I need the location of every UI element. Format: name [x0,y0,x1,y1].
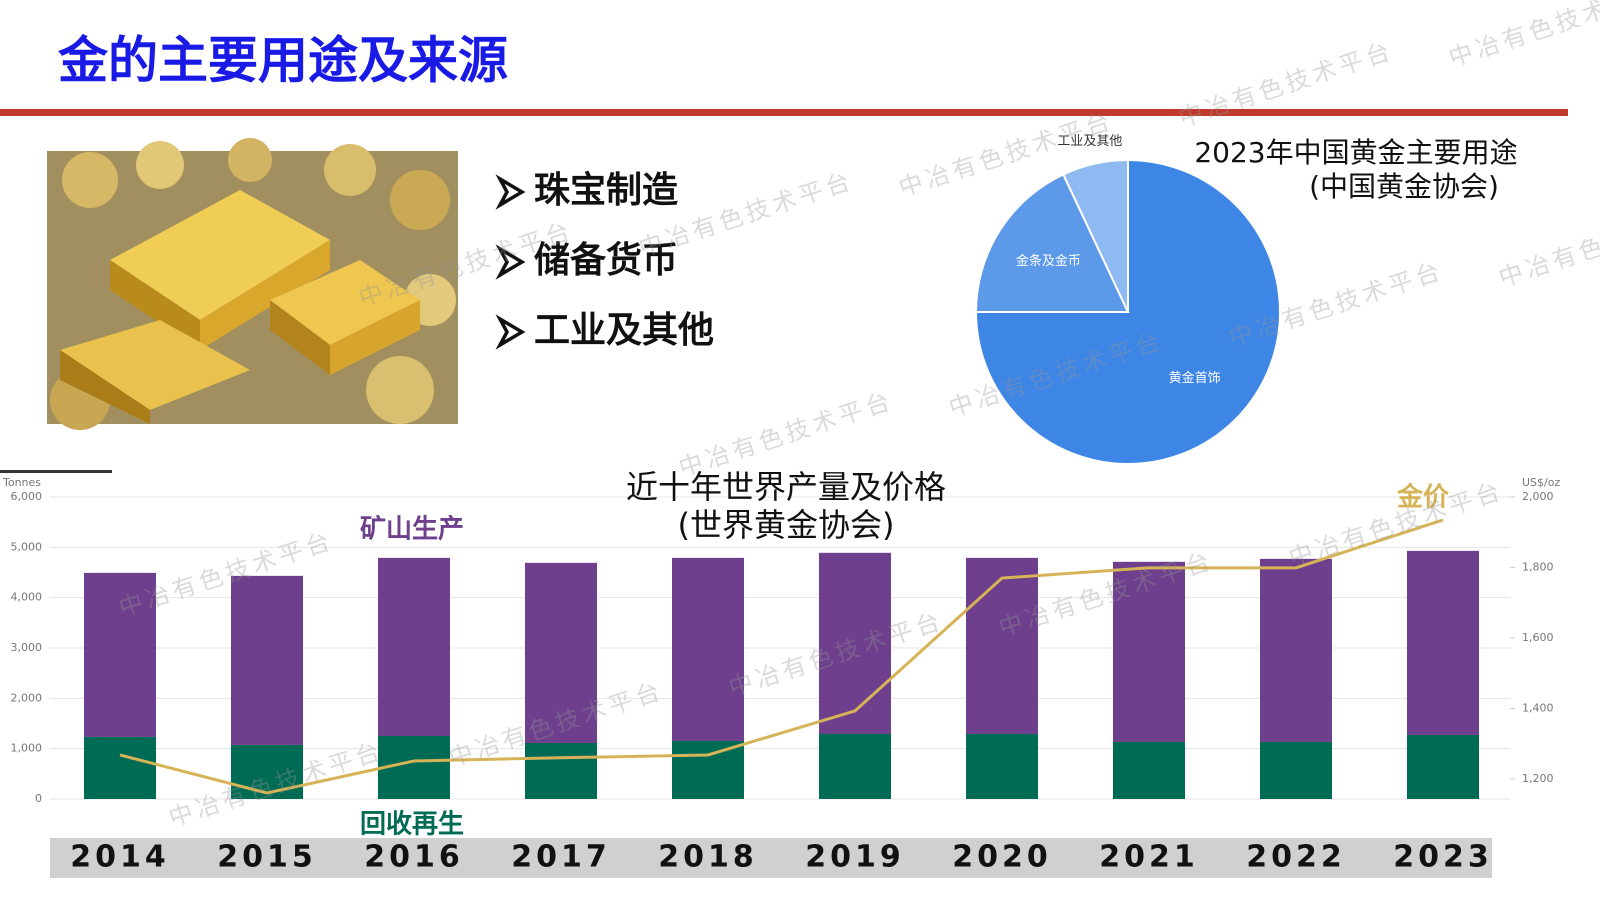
y-tick-label: 4,000 [11,591,43,604]
chart-subtitle: (世界黄金协会) [678,506,895,544]
y-tick-label: 1,000 [11,742,43,755]
watermark: 中冶有色技术平台 [1175,37,1397,133]
pie-slice [974,158,1281,465]
x-tick-label: 2020 [952,840,1052,875]
y2-tick-label: 1,400 [1522,701,1554,714]
year-band [50,838,1492,878]
bar-segment [1113,741,1185,799]
y2-tick-label: 1,200 [1522,772,1554,785]
bullet-text: 珠宝制造 [534,170,678,211]
x-tick-label: 2018 [658,840,758,875]
pie-slice [974,173,1130,313]
bar-segment [231,744,303,799]
series-label: 金价 [1396,482,1450,513]
bar-segment [1407,734,1479,799]
x-tick-label: 2019 [805,840,905,875]
bar-segment [231,575,303,745]
y-tick-label: 6,000 [11,490,43,503]
chart-title: 近十年世界产量及价格 [626,468,946,506]
x-tick-label: 2023 [1393,840,1493,875]
bar-segment [525,742,597,799]
photo [47,138,458,430]
pie-label: 黄金首饰 [1169,370,1221,386]
y2-tick-label: 1,800 [1522,560,1554,573]
x-tick-label: 2016 [364,840,464,875]
bar-segment [966,557,1038,734]
bar-segment [378,557,450,736]
bullet-text: 储备货币 [534,240,678,281]
watermark: 中冶有色技术平台 [1495,197,1600,293]
x-tick-label: 2014 [70,840,170,875]
bar-segment [672,557,744,741]
bullet-arrow [495,244,526,280]
combo-chart: 0 1,000 2,000 3,000 4,000 5,000 6,000 1,200 1,40… [0,468,1560,878]
y-tick-label: 2,000 [11,691,43,704]
pie-slice [1061,158,1129,313]
bar-segment [1260,741,1332,799]
pie-label: 工业及其他 [1057,134,1122,149]
x-tick-label: 2017 [511,840,611,875]
pie-chart: 黄金首饰 金条及金币 工业及其他 2023年中国黄金主要用途(中国黄金协会) [974,134,1518,465]
bar-segment [966,733,1038,799]
slide-title: 金的主要用途及来源 [58,32,508,90]
y2-axis-unit: US$/oz [1522,476,1560,489]
pie-subtitle: (中国黄金协会) [1309,170,1499,203]
price-line [119,518,1444,795]
bullet-text: 工业及其他 [534,310,714,351]
bar-segment [1113,561,1185,742]
series-label: 矿山生产 [360,514,464,545]
bullet-arrow [495,314,526,350]
watermark: 中冶有色技术平台 [1445,0,1600,72]
y-axis-unit: Tonnes [2,476,41,489]
bar-segment [84,572,156,737]
pie-label: 金条及金币 [1016,253,1081,269]
bar-segment [1407,550,1479,735]
bullet-arrow [495,174,526,210]
x-tick-label: 2021 [1099,840,1199,875]
bar-segment [1260,558,1332,742]
bar-segment [819,552,891,734]
bar-segment [84,736,156,799]
top-rule [0,470,112,473]
y-tick-label: 0 [35,792,42,805]
x-tick-label: 2015 [217,840,317,875]
title-rule [0,109,1568,116]
y-tick-label: 3,000 [11,641,43,654]
pie-title: 2023年中国黄金主要用途 [1194,136,1517,169]
y-tick-label: 5,000 [11,540,43,553]
bar-segment [819,733,891,799]
y2-tick-label: 1,600 [1522,631,1554,644]
y2-tick-label: 2,000 [1522,490,1554,503]
bar-segment [672,740,744,799]
series-label: 回收再生 [360,810,464,840]
x-tick-label: 2022 [1246,840,1346,875]
bar-segment [525,562,597,743]
